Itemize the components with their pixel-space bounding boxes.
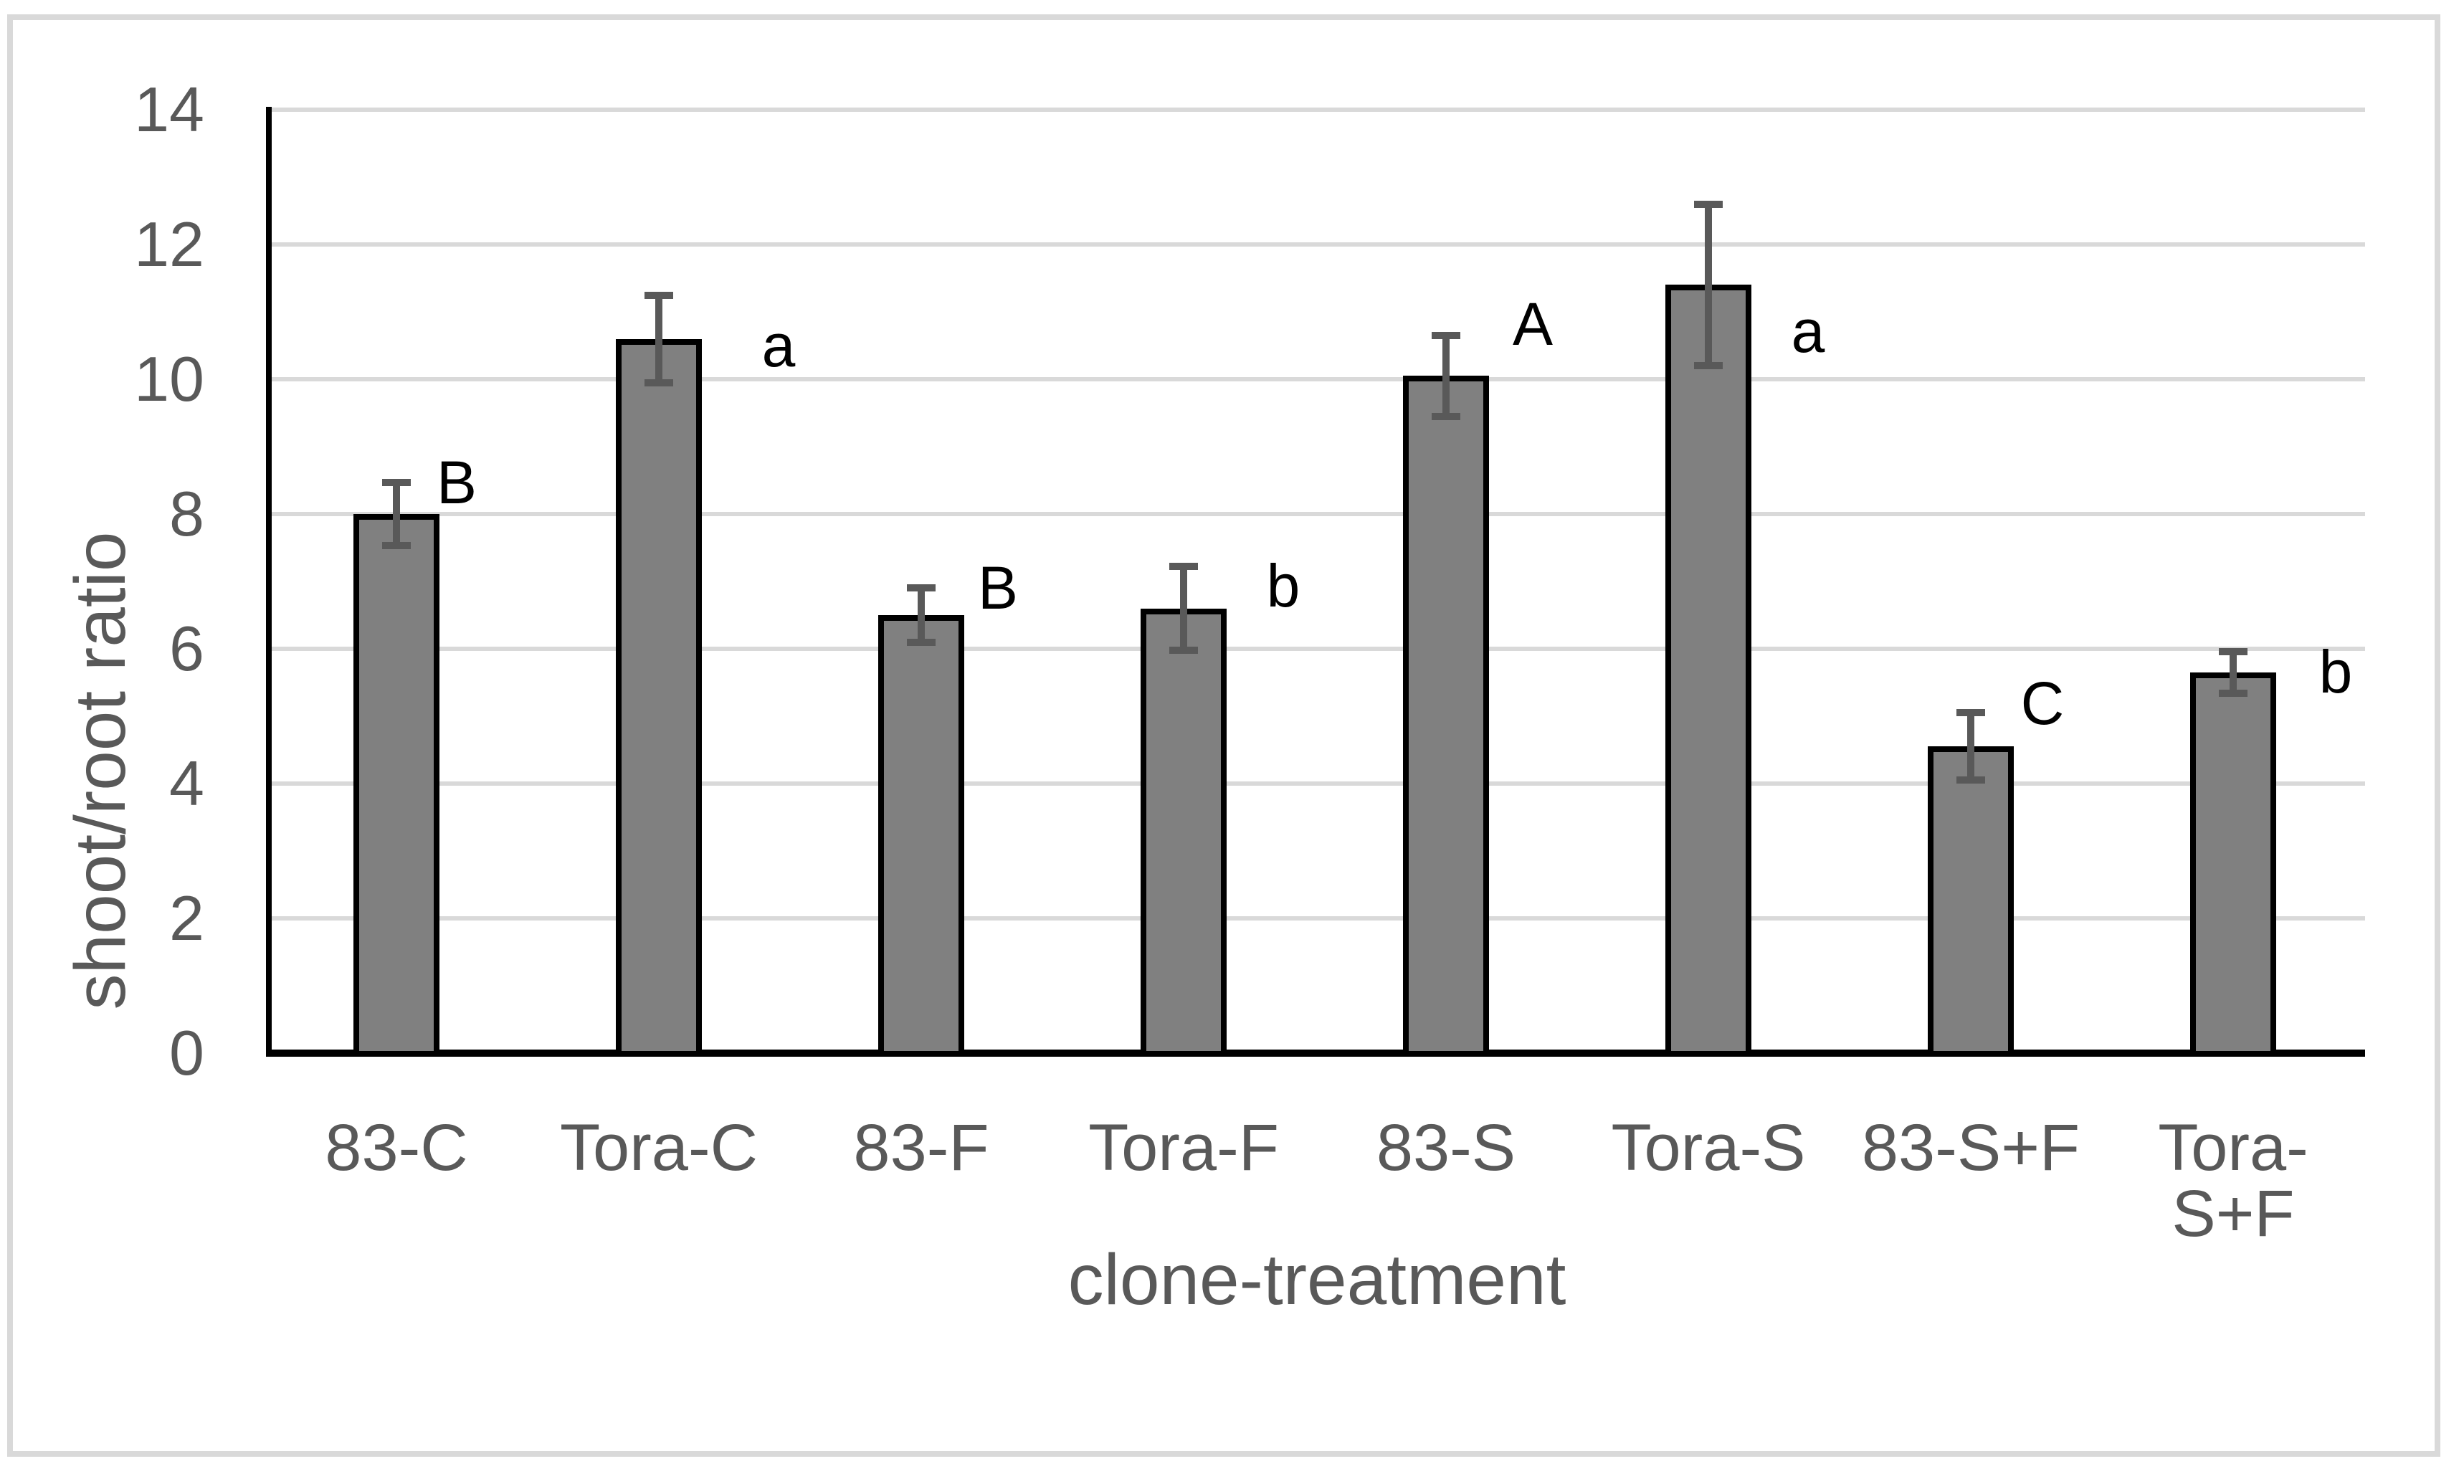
gridline <box>266 916 2365 921</box>
significance-letter: B <box>977 554 1019 622</box>
x-tick-label: Tora-C <box>559 1111 758 1184</box>
error-bar <box>1967 713 1974 781</box>
y-tick-label: 4 <box>169 748 204 819</box>
y-tick-label: 6 <box>169 613 204 684</box>
x-axis-title: clone-treatment <box>1067 1240 1566 1320</box>
significance-letter: A <box>1512 290 1554 358</box>
error-bar <box>918 588 925 642</box>
error-bar-cap-bottom <box>644 379 673 386</box>
y-tick-label: 2 <box>169 883 204 953</box>
error-bar-cap-top <box>1432 331 1460 339</box>
error-bar-cap-top <box>382 478 411 486</box>
error-bar <box>1705 204 1712 366</box>
bar <box>1403 376 1489 1057</box>
error-bar-cap-top <box>1169 563 1198 571</box>
gridline <box>266 647 2365 651</box>
error-bar-cap-top <box>907 584 936 592</box>
bar <box>2190 672 2276 1057</box>
error-bar-cap-bottom <box>1694 362 1723 370</box>
figure-border <box>7 14 2440 1457</box>
x-tick-label: 83-F <box>853 1111 989 1184</box>
y-tick-label: 14 <box>134 74 204 145</box>
error-bar <box>2230 651 2237 694</box>
y-axis-line <box>266 107 272 1057</box>
error-bar-cap-bottom <box>382 542 411 550</box>
x-axis-line <box>266 1050 2365 1057</box>
x-tick-label: Tora-S+F <box>2158 1111 2308 1250</box>
error-bar-cap-top <box>1956 709 1985 717</box>
y-tick-label: 0 <box>169 1017 204 1088</box>
gridline <box>266 781 2365 786</box>
bar <box>878 615 964 1057</box>
error-bar <box>1442 335 1450 417</box>
significance-letter: B <box>436 448 477 516</box>
bar <box>1141 608 1227 1057</box>
y-tick-label: 8 <box>169 478 204 549</box>
x-tick-label: 83-S+F <box>1861 1111 2080 1184</box>
error-bar-cap-bottom <box>2219 690 2247 698</box>
y-axis-title: shoot/root ratio <box>60 531 141 1010</box>
gridline <box>266 377 2365 381</box>
error-bar-cap-top <box>2219 647 2247 655</box>
error-bar-cap-top <box>1694 200 1723 208</box>
bar <box>616 338 702 1057</box>
x-tick-label: Tora-S <box>1611 1111 1806 1184</box>
error-bar-cap-bottom <box>1432 412 1460 420</box>
error-bar <box>393 482 400 546</box>
error-bar-cap-bottom <box>907 638 936 646</box>
significance-letter: b <box>2318 637 2353 705</box>
significance-letter: b <box>1266 552 1300 620</box>
significance-letter: C <box>2020 670 2065 738</box>
error-bar-cap-top <box>644 291 673 299</box>
y-tick-label: 12 <box>134 209 204 280</box>
x-tick-label: 83-C <box>325 1111 468 1184</box>
bar <box>353 514 439 1057</box>
error-bar-cap-bottom <box>1169 646 1198 654</box>
gridline <box>266 512 2365 516</box>
error-bar-cap-bottom <box>1956 776 1985 784</box>
y-tick-label: 10 <box>134 343 204 414</box>
gridline <box>266 108 2365 112</box>
bar <box>1928 746 2014 1057</box>
bar <box>1665 285 1751 1057</box>
significance-letter: a <box>761 311 796 379</box>
error-bar <box>655 295 662 383</box>
x-tick-label: Tora-F <box>1088 1111 1279 1184</box>
error-bar <box>1180 566 1187 650</box>
x-tick-label: 83-S <box>1376 1111 1516 1184</box>
significance-letter: a <box>1791 297 1825 365</box>
gridline <box>266 242 2365 247</box>
